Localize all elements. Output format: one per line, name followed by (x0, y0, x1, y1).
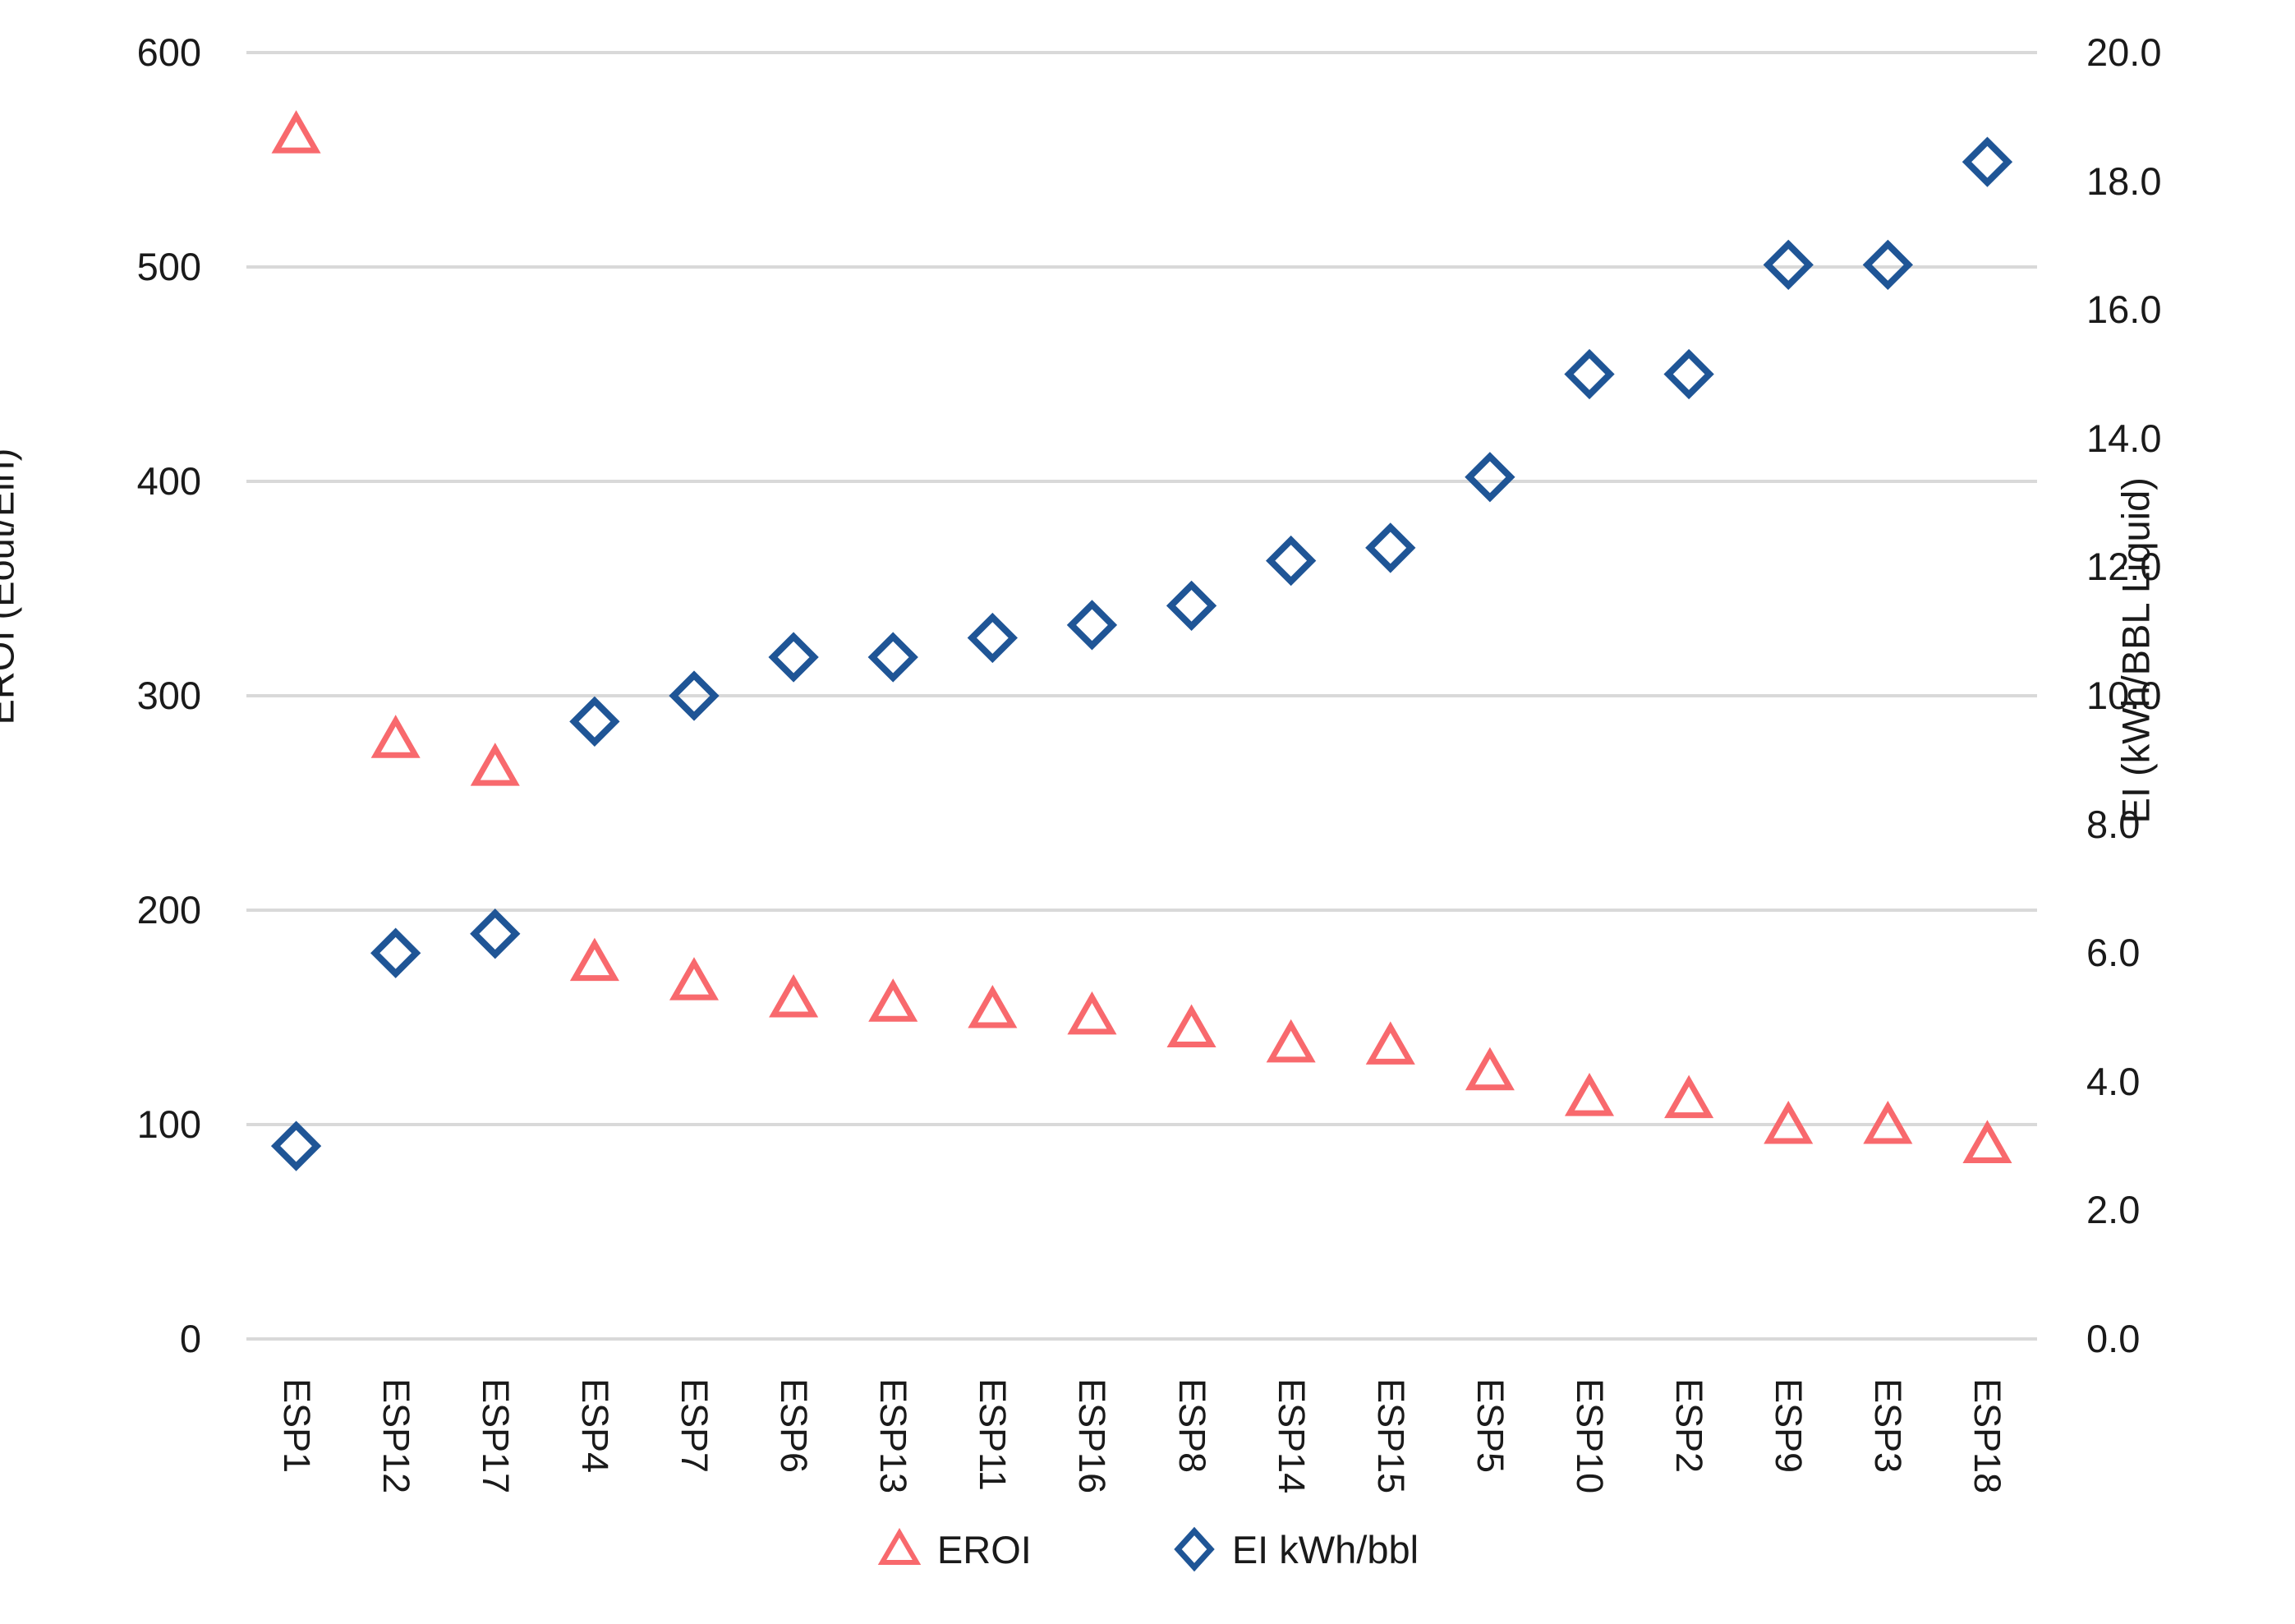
ei-diamond-marker (768, 632, 819, 683)
eroi-triangle-marker (968, 985, 1018, 1028)
ei-diamond-marker (1862, 239, 1913, 291)
ei-diamond-marker (1564, 348, 1615, 400)
eroi-triangle-marker (1664, 1074, 1714, 1119)
ei-diamond-marker (1365, 522, 1416, 573)
right-axis-tick-label: 12.0 (2086, 545, 2162, 589)
eroi-triangle-marker (470, 743, 520, 786)
triangle-legend-icon (877, 1528, 922, 1565)
right-axis-tick-label: 10.0 (2086, 674, 2162, 717)
eroi-triangle-marker (1764, 1100, 1814, 1144)
right-axis-tick-label: 6.0 (2086, 931, 2141, 975)
legend: EROI EI kWh/bbl (0, 1526, 2295, 1572)
ei-diamond-marker (967, 612, 1018, 664)
x-axis-label: ESP16 (1071, 1378, 1114, 1494)
legend-label: EI kWh/bbl (1231, 1527, 1419, 1571)
eroi-triangle-marker (1962, 1120, 2012, 1163)
ei-diamond-marker (1266, 535, 1317, 587)
ei-diamond-marker (1465, 452, 1515, 503)
ei-diamond-marker (1962, 136, 2013, 187)
eroi-triangle-marker (1365, 1021, 1415, 1065)
left-axis-tick-label: 0 (179, 1317, 201, 1360)
right-axis-tick-label: 8.0 (2086, 802, 2141, 846)
eroi-triangle-marker (868, 978, 918, 1022)
x-axis-label: ESP4 (573, 1378, 616, 1474)
eroi-triangle-marker (370, 715, 421, 758)
eroi-triangle-marker (1067, 991, 1117, 1035)
ei-diamond-marker (470, 909, 521, 959)
ei-diamond-marker (1066, 600, 1118, 651)
ei-diamond-marker (569, 696, 620, 747)
right-axis-tick-label: 16.0 (2086, 288, 2162, 332)
right-axis-tick-label: 4.0 (2086, 1059, 2141, 1103)
x-axis-label: ESP6 (773, 1378, 816, 1474)
ei-diamond-marker (669, 670, 720, 721)
eroi-triangle-marker (769, 973, 819, 1018)
x-axis-label: ESP8 (1170, 1378, 1213, 1474)
left-axis-tick-label: 400 (136, 459, 201, 503)
left-axis-tick-label: 500 (136, 245, 201, 288)
ei-diamond-marker (867, 632, 918, 683)
legend-item-ei-kwh-bbl: EI kWh/bbl (1171, 1526, 1419, 1572)
eroi-triangle-marker (1465, 1047, 1515, 1091)
eroi-triangle-marker (1166, 1004, 1216, 1048)
eroi-triangle-marker (271, 110, 321, 154)
eroi-triangle-marker (1863, 1100, 1913, 1144)
eroi-triangle-marker (569, 937, 619, 982)
x-axis-label: ESP17 (474, 1378, 517, 1494)
left-axis-tick-label: 300 (136, 674, 201, 717)
x-axis-label: ESP14 (1270, 1378, 1313, 1494)
left-axis-tick-label: 600 (136, 30, 201, 74)
legend-label: EROI (936, 1527, 1032, 1571)
right-axis-tick-label: 0.0 (2086, 1317, 2141, 1360)
x-axis-label: ESP18 (1966, 1378, 2009, 1494)
x-axis-label: ESP5 (1469, 1378, 1511, 1474)
x-axis-label: ESP12 (375, 1378, 417, 1494)
eroi-triangle-marker (1564, 1073, 1615, 1116)
diamond-legend-icon (1174, 1526, 1215, 1572)
ei-diamond-marker (1166, 580, 1217, 632)
right-axis-title: EI (kWh/BBL Liquid) (2113, 477, 2158, 824)
x-axis-label: ESP9 (1768, 1378, 1810, 1474)
x-axis-label: ESP13 (872, 1378, 915, 1494)
left-axis-title: EROI (Eout/Ein) (0, 448, 22, 725)
eroi-triangle-marker (1266, 1019, 1316, 1063)
ei-diamond-marker (1663, 348, 1714, 400)
x-axis-label: ESP15 (1369, 1378, 1412, 1494)
x-axis-label: ESP10 (1569, 1378, 1611, 1494)
legend-item-eroi: EROI (876, 1526, 1032, 1572)
right-axis-tick-label: 18.0 (2086, 159, 2162, 203)
x-axis-label: ESP3 (1867, 1378, 1910, 1474)
x-axis-label: ESP11 (972, 1378, 1014, 1491)
x-axis-label: ESP1 (275, 1378, 318, 1474)
right-axis-tick-label: 2.0 (2086, 1188, 2141, 1232)
right-axis-tick-label: 20.0 (2086, 30, 2162, 74)
ei-diamond-marker (270, 1120, 322, 1171)
ei-diamond-marker (370, 927, 421, 978)
left-axis-tick-label: 100 (136, 1102, 201, 1146)
ei-diamond-marker (1763, 239, 1814, 291)
eroi-triangle-marker (669, 957, 720, 1001)
left-axis-tick-label: 200 (136, 888, 201, 932)
x-axis-label: ESP2 (1668, 1378, 1711, 1474)
right-axis-tick-label: 14.0 (2086, 416, 2162, 460)
x-axis-label: ESP7 (674, 1378, 715, 1474)
